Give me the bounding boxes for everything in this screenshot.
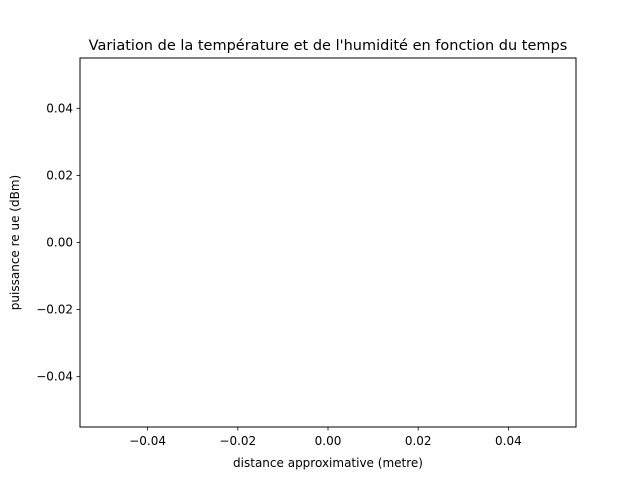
y-tick-label: 0.00 <box>46 236 73 250</box>
y-axis: −0.04 −0.02 0.00 0.02 0.04 <box>36 101 80 384</box>
chart-title: Variation de la température et de l'humi… <box>89 38 568 54</box>
x-tick-label: 0.00 <box>315 434 342 448</box>
x-tick-label: −0.02 <box>219 434 256 448</box>
y-tick-label: 0.02 <box>46 168 73 182</box>
y-axis-label: puissance re ue (dBm) <box>8 175 22 310</box>
plot-area <box>79 57 577 428</box>
x-tick-label: 0.02 <box>405 434 432 448</box>
y-tick-label: 0.04 <box>46 101 73 115</box>
x-axis-label: distance approximative (metre) <box>233 456 423 470</box>
x-tick-label: 0.04 <box>495 434 522 448</box>
y-tick-label: −0.04 <box>36 370 73 384</box>
y-tick-label: −0.02 <box>36 303 73 317</box>
x-axis: −0.04 −0.02 0.00 0.02 0.04 <box>129 427 522 448</box>
x-tick-label: −0.04 <box>129 434 166 448</box>
